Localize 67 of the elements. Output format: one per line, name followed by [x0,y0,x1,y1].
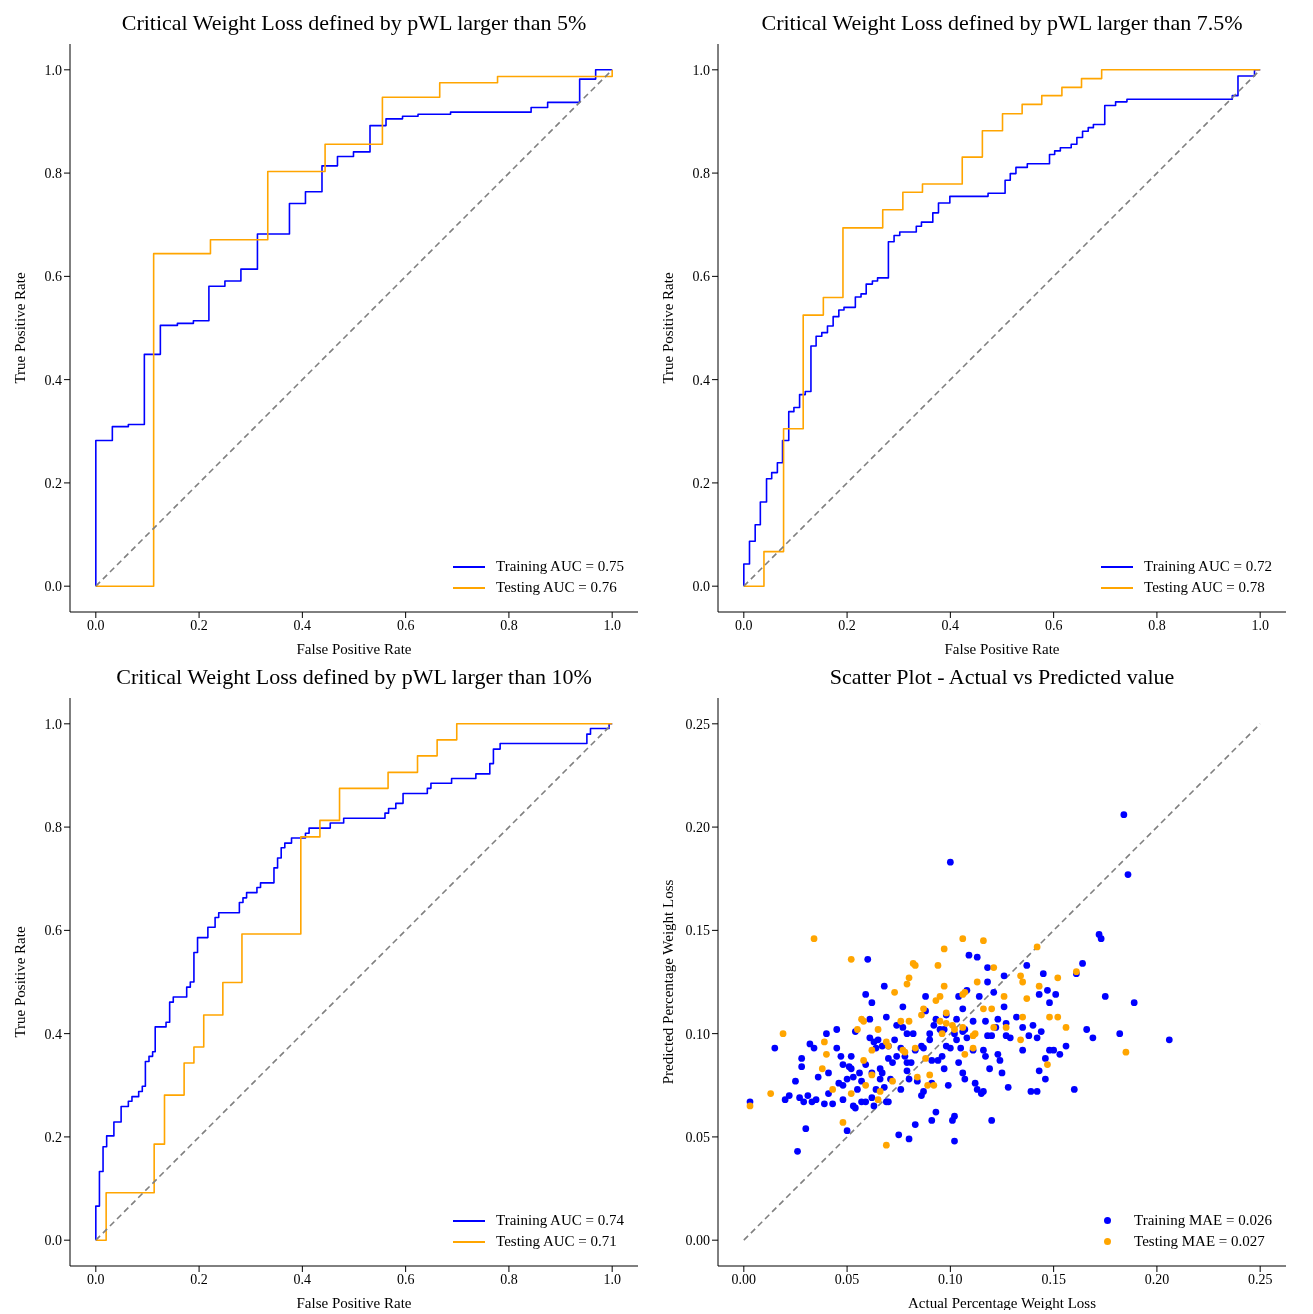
legend-label: Training AUC = 0.72 [1144,557,1272,576]
chart-title: Scatter Plot - Actual vs Predicted value [828,663,1176,691]
x-tick-label: 0.4 [293,617,312,633]
x-tick-label: 0.2 [190,1271,208,1287]
chart-title: Critical Weight Loss defined by pWL larger than 5% [120,9,588,37]
x-tick-label: 0.25 [1247,1271,1273,1287]
legend-label: Testing AUC = 0.78 [1144,578,1265,597]
y-tick-label: 1.0 [44,716,62,732]
y-tick-label: 0.4 [692,372,710,388]
y-tick-label: 0.0 [44,1233,62,1249]
legend-label: Testing AUC = 0.71 [496,1232,617,1251]
x-tick-label: 0.0 [87,617,105,633]
y-tick-label: 1.0 [692,62,710,78]
y-tick-label: 0.6 [44,269,62,285]
legend-label: Testing AUC = 0.76 [496,578,617,597]
y-tick-label: 0.8 [692,166,710,182]
y-tick-label: 0.8 [44,166,62,182]
y-tick-label: 0.00 [685,1233,710,1249]
y-tick-label: 0.4 [44,1026,62,1042]
y-tick-label: 0.8 [44,820,62,836]
y-tick-label: 1.0 [44,62,62,78]
legend-label: Training AUC = 0.74 [496,1211,624,1230]
x-tick-label: 0.10 [938,1271,963,1287]
y-tick-label: 0.2 [44,475,62,491]
x-tick-label: 0.6 [1044,617,1063,633]
y-tick-label: 0.0 [692,579,710,595]
y-tick-label: 0.6 [44,923,62,939]
x-tick-label: 0.0 [735,617,753,633]
x-tick-label: 0.15 [1041,1271,1066,1287]
x-axis-title: False Positive Rate [296,1295,412,1311]
y-tick-label: 0.20 [685,820,710,836]
x-tick-label: 0.8 [500,1271,518,1287]
x-tick-label: 0.2 [190,617,208,633]
y-tick-label: 0.15 [685,923,710,939]
legend-label: Training MAE = 0.026 [1134,1211,1272,1230]
legend-label: Training AUC = 0.75 [496,557,624,576]
y-tick-label: 0.0 [44,579,62,595]
y-axis-title: True Positive Rate [12,926,29,1038]
x-tick-label: 0.6 [396,617,415,633]
y-tick-label: 0.05 [685,1129,710,1145]
y-axis-title: Predicted Percentage Weight Loss [660,879,677,1085]
x-axis-title: False Positive Rate [944,641,1060,657]
y-tick-label: 0.6 [692,269,710,285]
x-tick-label: 0.8 [500,617,518,633]
x-tick-label: 0.05 [834,1271,860,1287]
y-axis-title: True Positive Rate [12,272,29,384]
legend-label: Testing MAE = 0.027 [1134,1232,1265,1251]
y-tick-label: 0.2 [692,475,710,491]
x-tick-label: 1.0 [603,617,621,633]
x-tick-label: 0.6 [396,1271,415,1287]
y-axis-title: True Positive Rate [660,272,677,384]
chart-title: Critical Weight Loss defined by pWL larger than 10% [115,663,593,691]
x-tick-label: 0.00 [731,1271,757,1287]
x-tick-label: 0.8 [1148,617,1166,633]
x-tick-label: 1.0 [603,1271,621,1287]
x-tick-label: 0.20 [1144,1271,1170,1287]
y-tick-label: 0.25 [685,716,710,732]
y-tick-label: 0.2 [44,1129,62,1145]
x-tick-label: 0.0 [87,1271,105,1287]
x-tick-label: 0.2 [838,617,856,633]
chart-title: Critical Weight Loss defined by pWL larger than 7.5% [760,9,1244,37]
x-tick-label: 0.4 [941,617,960,633]
x-tick-label: 0.4 [293,1271,312,1287]
y-tick-label: 0.10 [685,1026,710,1042]
x-axis-title: False Positive Rate [296,641,412,657]
y-tick-label: 0.4 [44,372,62,388]
x-tick-label: 1.0 [1251,617,1269,633]
